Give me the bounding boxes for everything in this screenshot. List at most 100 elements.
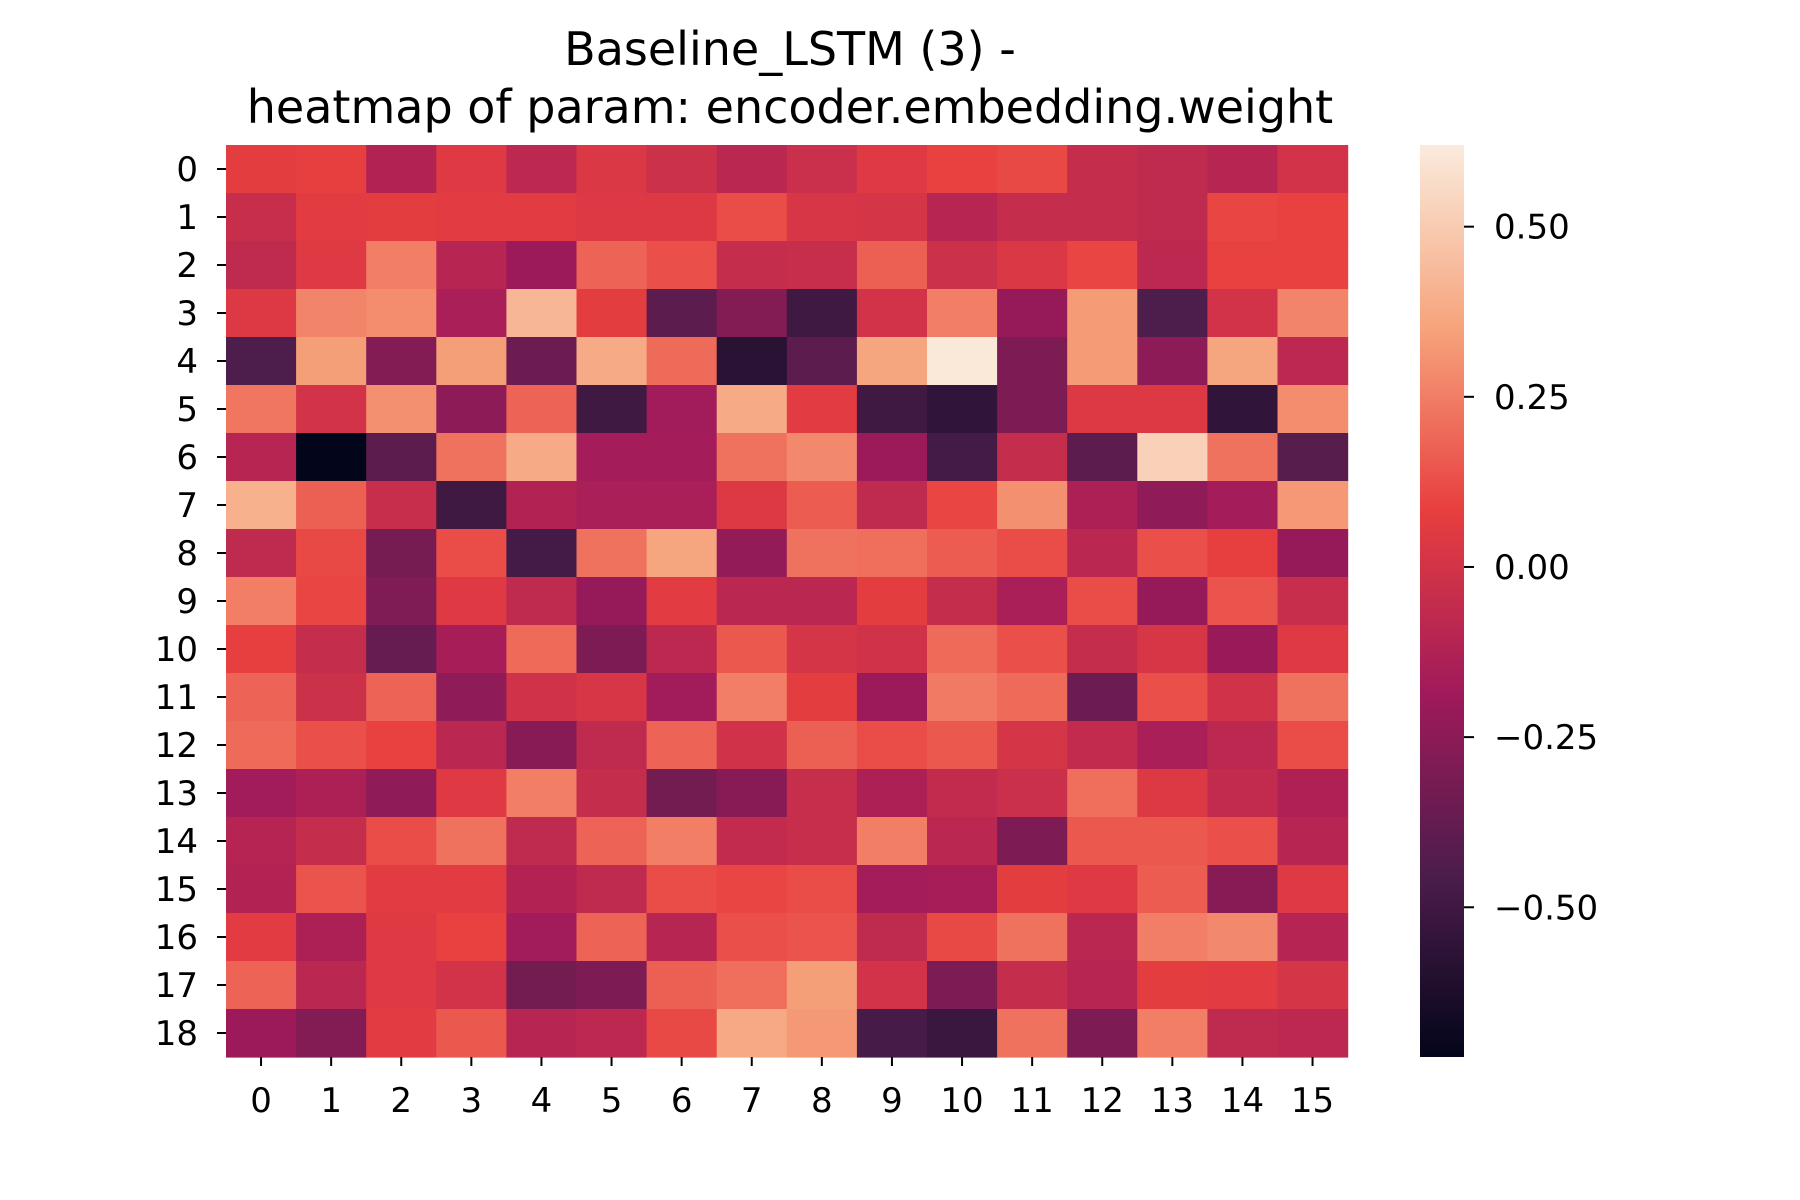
heatmap-cell [1277,721,1349,770]
heatmap-cell [856,385,928,434]
heatmap-cell [226,385,297,434]
heatmap-cell [1137,577,1208,626]
x-tick-label: 6 [671,1081,693,1121]
x-tick-label: 8 [811,1081,833,1121]
heatmap-cell [716,289,788,338]
heatmap-cell [927,1009,998,1058]
heatmap-cell [1277,913,1349,962]
heatmap-cell [927,145,998,194]
heatmap-cell [1207,529,1279,578]
heatmap-cell [1137,817,1208,866]
heatmap-cell [856,433,928,482]
heatmap-cell [646,433,718,482]
heatmap-cell [226,481,297,530]
heatmap-cell [997,289,1068,338]
heatmap-cell [1137,769,1208,818]
heatmap-cell [296,865,367,914]
heatmap-cell [576,529,648,578]
heatmap-cell [927,673,998,722]
heatmap-cell [436,529,507,578]
colorbar-tick-label: 0.50 [1494,208,1570,248]
heatmap-cell [296,1009,367,1058]
heatmap-cell [296,241,367,290]
heatmap-cell [1067,337,1138,386]
heatmap-cell [506,721,578,770]
colorbar-axis: 0.50 0.25 0.00 −0.25 −0.50 [1464,208,1598,928]
heatmap-cell [436,289,507,338]
y-tick-label: 0 [176,150,198,190]
heatmap-cell [436,145,507,194]
heatmap-cell [856,337,928,386]
heatmap-cell [646,1009,718,1058]
heatmap-cell [296,577,367,626]
heatmap-cell [1137,721,1208,770]
y-tick-label: 13 [155,774,198,814]
heatmap-cell [1067,385,1138,434]
heatmap-cell [1137,529,1208,578]
heatmap-cell [576,721,648,770]
x-tick-label: 11 [1011,1081,1054,1121]
heatmap-cell [1067,289,1138,338]
x-tick-label: 13 [1151,1081,1194,1121]
heatmap-cell [1137,481,1208,530]
heatmap-cell [997,913,1068,962]
heatmap-cell [506,1009,578,1058]
heatmap-cell [1277,241,1349,290]
heatmap-cell [856,577,928,626]
y-tick-label: 5 [176,390,198,430]
heatmap-cell [1137,673,1208,722]
heatmap-cell [1137,625,1208,674]
heatmap-cell [506,481,578,530]
heatmap-cell [927,769,998,818]
heatmap-cells [226,145,1349,1058]
heatmap-cell [927,817,998,866]
heatmap-cell [1277,817,1349,866]
heatmap-cell [226,817,297,866]
heatmap-cell [226,961,297,1010]
heatmap-cell [646,721,718,770]
heatmap-cell [506,145,578,194]
heatmap-cell [226,433,297,482]
heatmap-cell [226,721,297,770]
heatmap-cell [856,145,928,194]
heatmap-cell [997,193,1068,242]
heatmap-cell [296,817,367,866]
y-tick-label: 9 [176,582,198,622]
colorbar [1420,145,1464,1057]
heatmap-cell [997,529,1068,578]
heatmap-cell [506,529,578,578]
heatmap-cell [716,433,788,482]
heatmap-cell [366,481,437,530]
x-tick-label: 7 [741,1081,763,1121]
heatmap-cell [646,817,718,866]
heatmap-cell [646,193,718,242]
y-tick-label: 6 [176,438,198,478]
heatmap-cell [1067,913,1138,962]
heatmap-cell [997,433,1068,482]
heatmap-cell [786,241,858,290]
heatmap-cell [856,241,928,290]
heatmap-cell [716,961,788,1010]
heatmap-cell [436,961,507,1010]
heatmap-cell [786,385,858,434]
heatmap-cell [1137,241,1208,290]
heatmap-cell [576,289,648,338]
heatmap-cell [1207,721,1279,770]
heatmap-cell [366,577,437,626]
heatmap-cell [576,913,648,962]
heatmap-cell [226,1009,297,1058]
heatmap-cell [856,817,928,866]
heatmap-cell [997,961,1068,1010]
heatmap-cell [786,145,858,194]
heatmap-cell [506,337,578,386]
heatmap-cell [576,385,648,434]
heatmap-cell [506,241,578,290]
y-tick-label: 15 [155,870,198,910]
heatmap-cell [856,961,928,1010]
heatmap-cell [997,865,1068,914]
heatmap-cell [1277,865,1349,914]
heatmap-cell [716,481,788,530]
heatmap-cell [786,289,858,338]
heatmap-cell [1277,433,1349,482]
